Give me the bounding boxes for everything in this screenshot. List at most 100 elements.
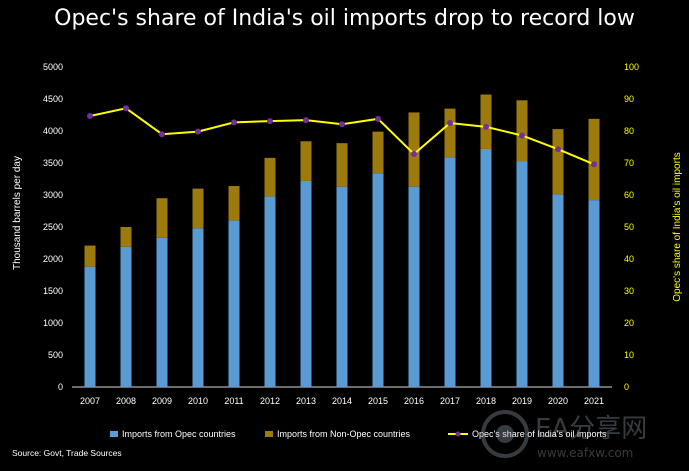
y-tick-right-label: 60 [624, 190, 634, 200]
x-tick-label: 2021 [584, 396, 604, 406]
y-tick-right-label: 10 [624, 350, 634, 360]
share-point [447, 120, 453, 126]
share-point [303, 117, 309, 124]
bar-non-opec [336, 143, 348, 187]
x-tick-label: 2011 [224, 396, 243, 406]
bar-opec [300, 180, 312, 387]
x-tick-label: 2010 [188, 396, 208, 406]
y-tick-right-label: 0 [624, 382, 629, 392]
bar-opec [444, 157, 456, 387]
share-point [267, 118, 273, 125]
bar-opec [480, 148, 492, 387]
bar-opec [408, 186, 420, 387]
bar-opec [552, 194, 564, 387]
x-tick-label: 2007 [80, 396, 100, 406]
y-tick-right-label: 90 [624, 94, 634, 104]
x-axis-ticks: 2007 2008 2009 2010 2011 2012 2013 2014 2015 2016… [80, 396, 604, 406]
bar-non-opec [120, 227, 132, 247]
share-point [231, 119, 237, 126]
y-tick-left-label: 4000 [43, 126, 63, 136]
y-tick-right-label: 40 [624, 254, 634, 264]
legend-opec-swatch [110, 431, 118, 437]
bar-non-opec [156, 198, 168, 238]
legend-opec-label: Imports from Opec countries [122, 429, 236, 439]
bar-opec [264, 196, 276, 387]
bar-non-opec [372, 131, 384, 174]
y-tick-left-label: 1000 [43, 318, 63, 328]
bar-non-opec [552, 129, 564, 195]
source-note: Source: Govt, Trade Sources [12, 448, 122, 458]
y-tick-left-label: 0 [58, 382, 63, 392]
bar-non-opec [300, 141, 312, 181]
bar-opec [120, 246, 132, 387]
y-tick-right-label: 50 [624, 222, 634, 232]
y-tick-left-label: 3000 [43, 190, 63, 200]
legend-share-swatch-marker [455, 431, 461, 437]
share-point [519, 132, 525, 139]
bar-opec [372, 173, 384, 387]
x-tick-label: 2018 [476, 396, 496, 406]
bar-opec [228, 220, 240, 387]
bar-non-opec [192, 188, 204, 229]
share-point [411, 151, 417, 158]
left-axis-ticks: 0 500 1000 1500 2000 2500 3000 3500 4000 4500 5000 [43, 62, 63, 392]
bar-opec [588, 200, 600, 387]
x-tick-label: 2012 [260, 396, 280, 406]
y-tick-left-label: 5000 [43, 62, 63, 72]
y-tick-left-label: 500 [48, 350, 63, 360]
legend-non-opec-label: Imports from Non-Opec countries [277, 429, 411, 439]
bar-non-opec [444, 108, 456, 158]
x-tick-label: 2013 [296, 396, 316, 406]
share-point [555, 146, 561, 153]
share-point [339, 121, 345, 128]
share-point [195, 128, 201, 135]
y-tick-left-label: 1500 [43, 286, 63, 296]
share-point [87, 112, 93, 119]
chart-title: Opec's share of India's oil imports drop… [54, 6, 635, 31]
share-point [591, 161, 597, 168]
watermark-dot-icon [496, 425, 514, 443]
share-point [483, 123, 489, 130]
watermark-url: www.eafxw.com [537, 446, 633, 460]
share-point [159, 131, 165, 138]
bar-opec [156, 237, 168, 387]
y-tick-left-label: 2000 [43, 254, 63, 264]
watermark-ring-icon [481, 410, 529, 458]
bar-opec [192, 228, 204, 387]
y-tick-right-label: 30 [624, 286, 634, 296]
legend: Imports from Opec countries Imports from … [110, 429, 607, 439]
share-line-group [87, 105, 597, 168]
x-tick-label: 2009 [152, 396, 172, 406]
y-axis-title-left: Thousand barrels per day [12, 156, 23, 270]
x-tick-label: 2016 [404, 396, 424, 406]
legend-share-label: Opec's share of India's oil imports [472, 429, 607, 439]
bar-non-opec [228, 186, 240, 221]
x-tick-label: 2014 [332, 396, 352, 406]
x-tick-label: 2020 [548, 396, 568, 406]
right-axis-ticks: 0 10 20 30 40 50 60 70 80 90 100 [624, 62, 639, 392]
x-tick-label: 2017 [440, 396, 460, 406]
watermark-logo: EA分享网 www.eafxw.com [481, 410, 647, 460]
y-tick-right-label: 20 [624, 318, 634, 328]
bar-non-opec [408, 112, 420, 187]
legend-non-opec-swatch [265, 431, 273, 437]
bar-non-opec [84, 245, 96, 267]
y-tick-left-label: 4500 [43, 94, 63, 104]
y-tick-left-label: 2500 [43, 222, 63, 232]
bar-non-opec [264, 157, 276, 197]
y-tick-left-label: 3500 [43, 158, 63, 168]
bar-opec [84, 266, 96, 387]
bar-opec [516, 161, 528, 387]
bar-non-opec [480, 94, 492, 149]
bar-non-opec [516, 100, 528, 162]
y-tick-right-label: 100 [624, 62, 639, 72]
share-point [123, 105, 129, 112]
y-tick-right-label: 80 [624, 126, 634, 136]
x-tick-label: 2019 [512, 396, 532, 406]
watermark-brand: EA分享网 [535, 414, 647, 444]
bars-group [84, 94, 600, 387]
x-tick-label: 2008 [116, 396, 136, 406]
x-tick-label: 2015 [368, 396, 388, 406]
